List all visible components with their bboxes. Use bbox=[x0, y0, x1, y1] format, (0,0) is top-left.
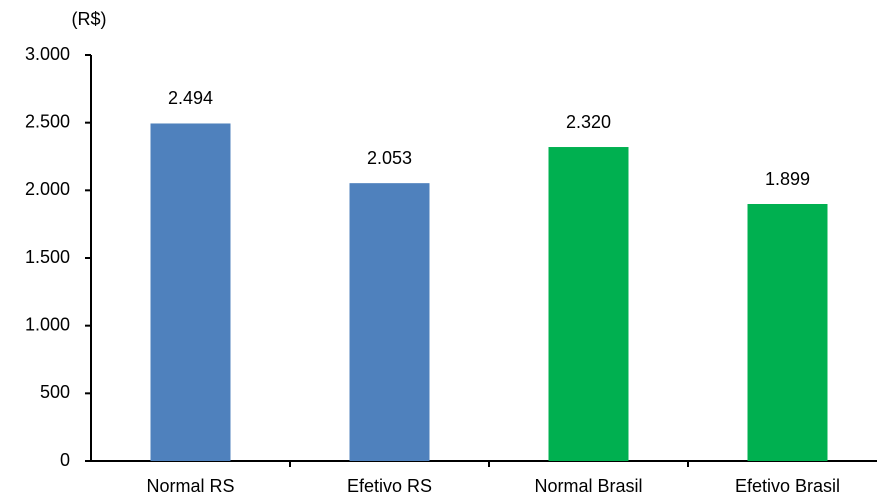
value-label: 2.053 bbox=[367, 148, 412, 168]
x-tick-label: Normal Brasil bbox=[534, 476, 642, 496]
value-label: 2.494 bbox=[168, 88, 213, 108]
bar bbox=[747, 204, 828, 461]
y-tick-label: 500 bbox=[40, 382, 70, 402]
bar bbox=[548, 147, 629, 461]
y-tick-label: 2.500 bbox=[25, 111, 70, 131]
x-tick-label: Normal RS bbox=[146, 476, 234, 496]
y-axis-label: (R$) bbox=[72, 9, 107, 29]
y-tick-label: 0 bbox=[60, 450, 70, 470]
value-label: 1.899 bbox=[765, 169, 810, 189]
y-tick-label: 3.000 bbox=[25, 44, 70, 64]
bar bbox=[150, 123, 231, 461]
value-label: 2.320 bbox=[566, 112, 611, 132]
y-tick-label: 1.500 bbox=[25, 247, 70, 267]
y-tick-label: 1.000 bbox=[25, 314, 70, 334]
y-tick-label: 2.000 bbox=[25, 179, 70, 199]
x-tick-label: Efetivo RS bbox=[347, 476, 432, 496]
x-tick-label: Efetivo Brasil bbox=[735, 476, 840, 496]
bar bbox=[349, 183, 430, 462]
